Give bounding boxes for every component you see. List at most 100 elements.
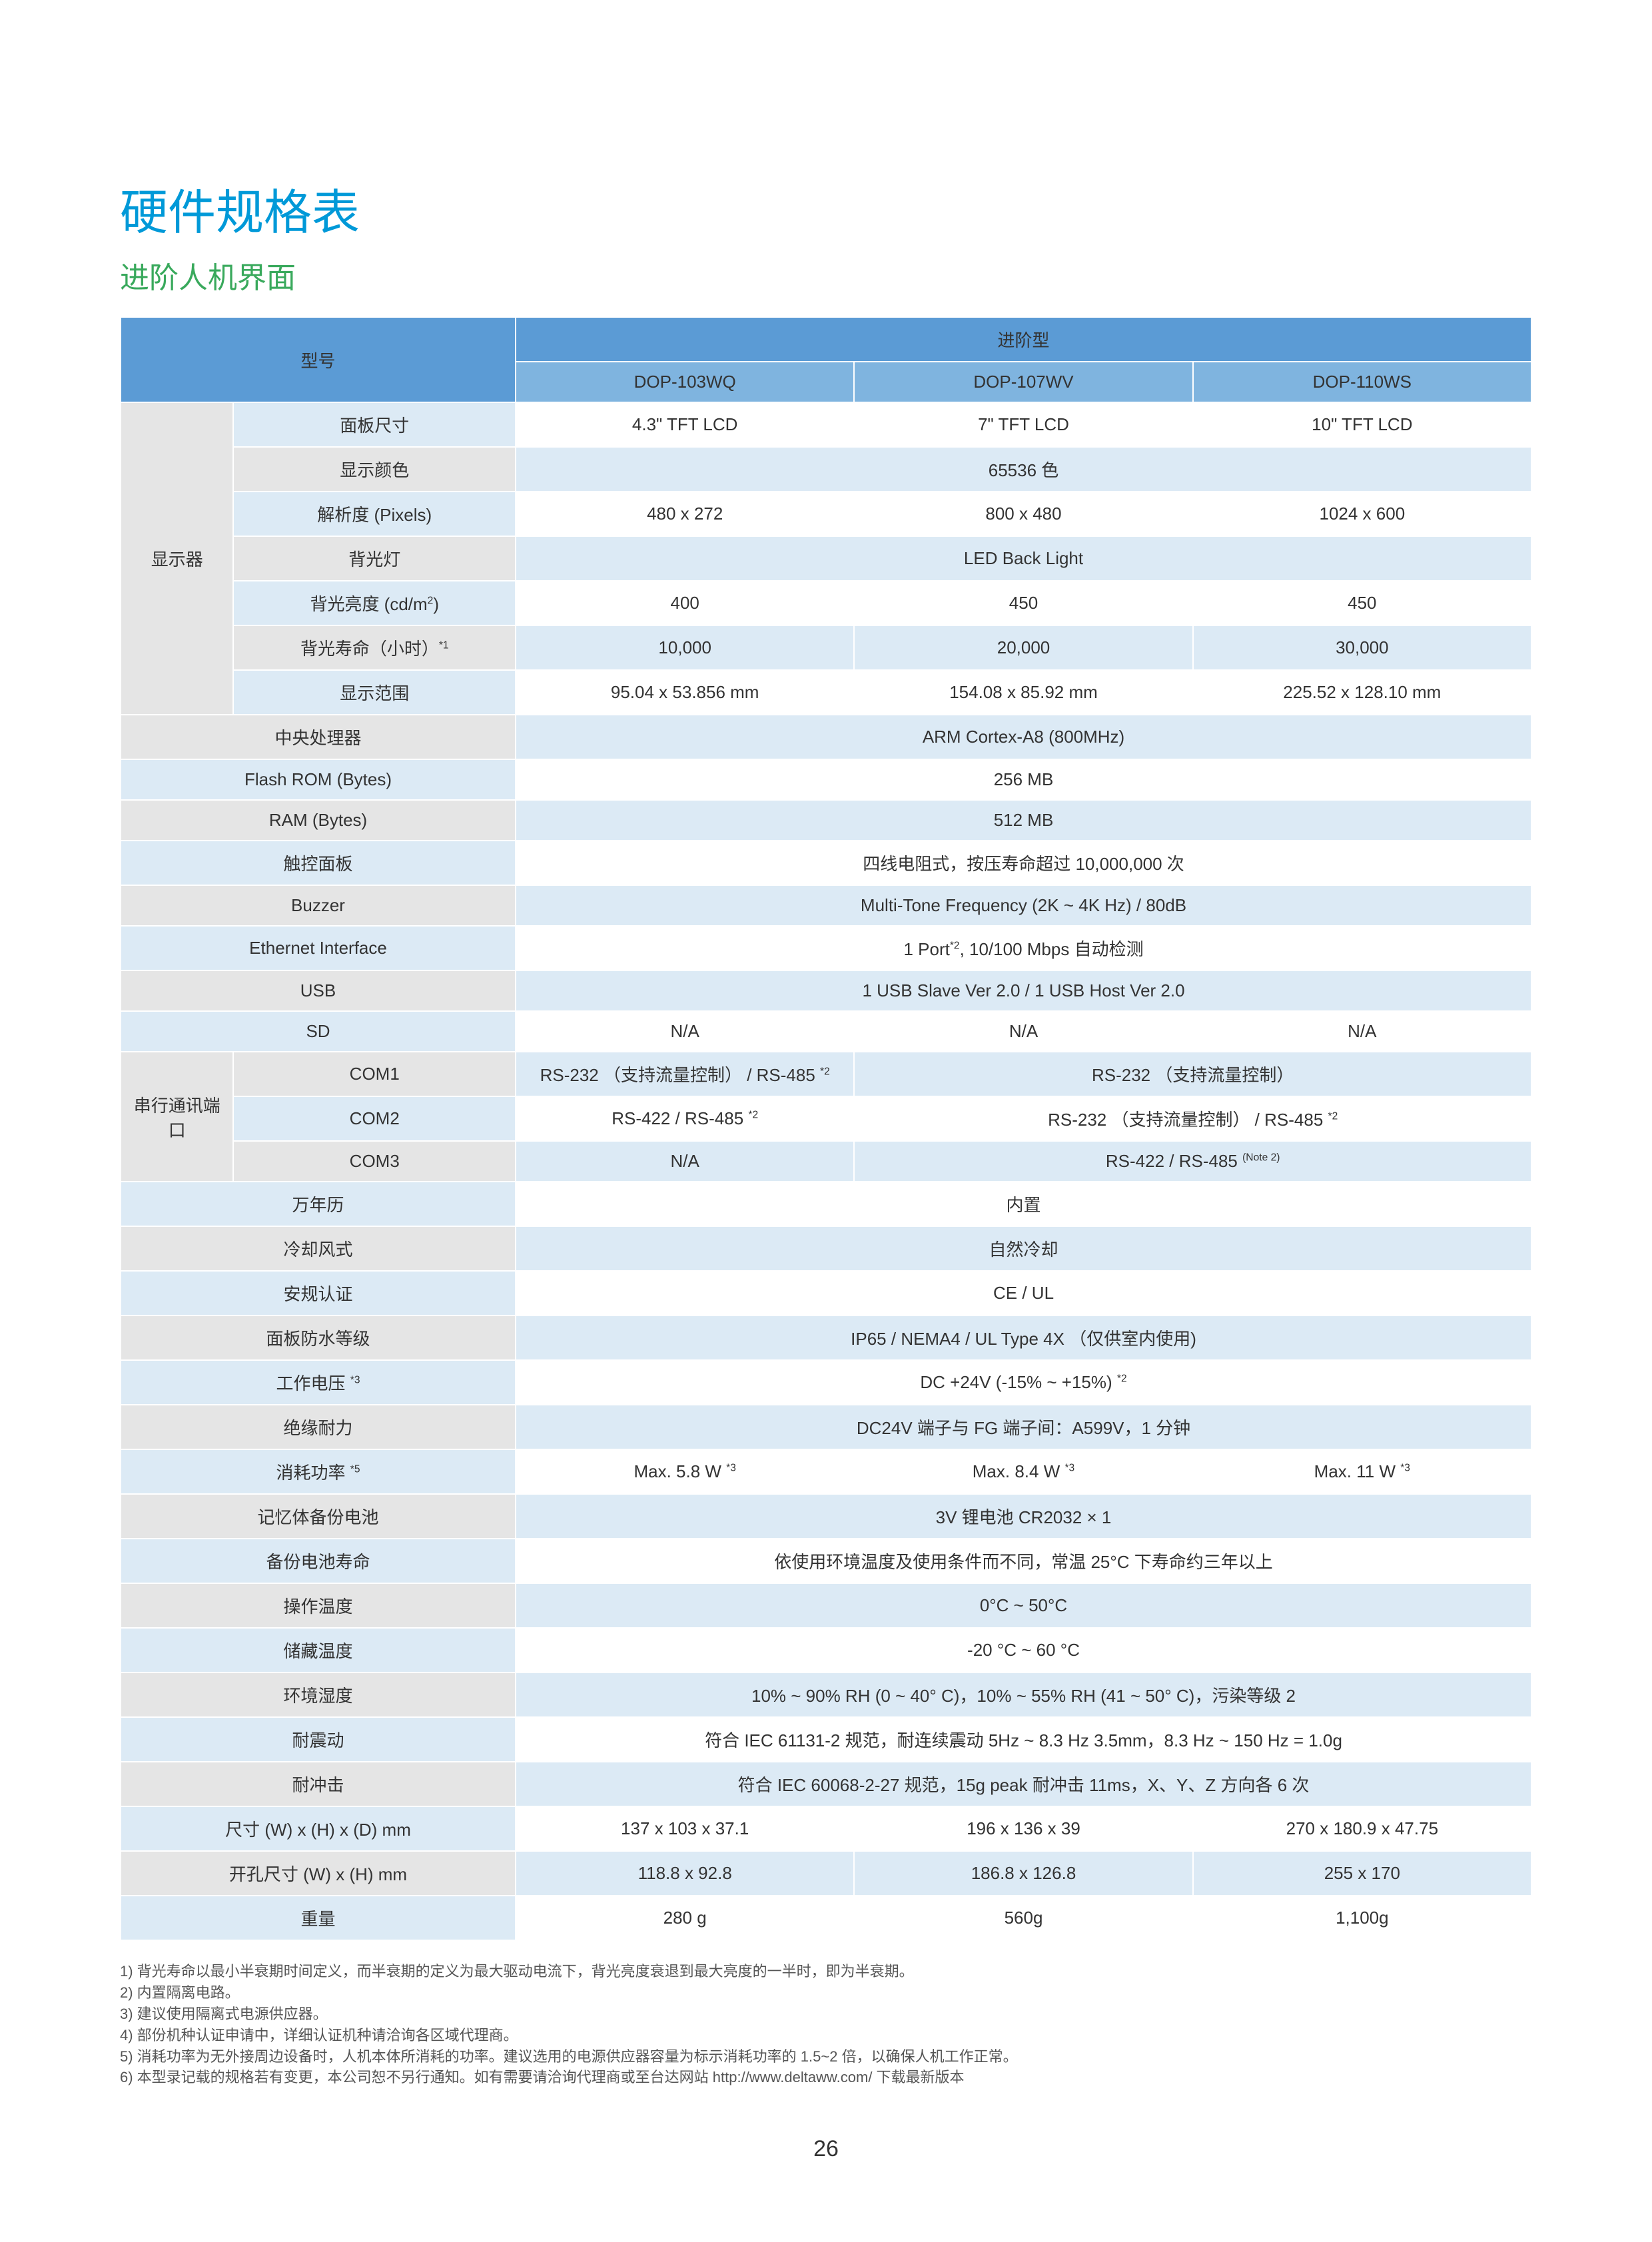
row-cert: 安规认证CE / UL bbox=[121, 1271, 1531, 1315]
footnote-4: 4) 部份机种认证申请中，详细认证机种请洽询各区域代理商。 bbox=[120, 2025, 1532, 2046]
label-cutout: 开孔尺寸 (W) x (H) mm bbox=[121, 1851, 516, 1896]
label-backlight: 背光灯 bbox=[233, 536, 516, 581]
hdr-model-1: DOP-107WV bbox=[854, 362, 1192, 402]
row-dim: 尺寸 (W) x (H) x (D) mm137 x 103 x 37.1196… bbox=[121, 1806, 1531, 1851]
label-batt_life: 备份电池寿命 bbox=[121, 1539, 516, 1583]
row-backlight: 背光灯LED Back Light bbox=[121, 536, 1531, 581]
label-brightness: 背光亮度 (cd/m2) bbox=[233, 581, 516, 625]
val-sd-0: N/A bbox=[516, 1011, 854, 1052]
val-touch: 四线电阻式，按压寿命超过 10,000,000 次 bbox=[516, 841, 1531, 885]
val-humidity: 10% ~ 90% RH (0 ~ 40° C)，10% ~ 55% RH (4… bbox=[516, 1673, 1531, 1717]
label-power: 消耗功率 *5 bbox=[121, 1449, 516, 1494]
row-com3: COM3N/ARS-422 / RS-485 (Note 2) bbox=[121, 1141, 1531, 1182]
label-volt: 工作电压 *3 bbox=[121, 1360, 516, 1405]
val-brightness-1: 450 bbox=[854, 581, 1192, 625]
val-com1-12: RS-232 （支持流量控制） bbox=[854, 1052, 1531, 1096]
row-usb: USB1 USB Slave Ver 2.0 / 1 USB Host Ver … bbox=[121, 970, 1531, 1011]
val-dim-0: 137 x 103 x 37.1 bbox=[516, 1806, 854, 1851]
row-sd: SDN/AN/AN/A bbox=[121, 1011, 1531, 1052]
val-ip: IP65 / NEMA4 / UL Type 4X （仅供室内使用) bbox=[516, 1315, 1531, 1360]
val-power-0: Max. 5.8 W *3 bbox=[516, 1449, 854, 1494]
row-com1: 串行通讯端口COM1RS-232 （支持流量控制） / RS-485 *2RS-… bbox=[121, 1052, 1531, 1096]
row-op_temp: 操作温度0°C ~ 50°C bbox=[121, 1583, 1531, 1628]
row-batt: 记忆体备份电池3V 锂电池 CR2032 × 1 bbox=[121, 1494, 1531, 1539]
label-cool: 冷却风式 bbox=[121, 1226, 516, 1271]
val-com2-0: RS-422 / RS-485 *2 bbox=[516, 1096, 854, 1141]
val-panel_size-0: 4.3" TFT LCD bbox=[516, 402, 854, 447]
val-sd-1: N/A bbox=[854, 1011, 1192, 1052]
val-rtc: 内置 bbox=[516, 1182, 1531, 1226]
val-bl_life-1: 20,000 bbox=[854, 625, 1192, 670]
val-backlight: LED Back Light bbox=[516, 536, 1531, 581]
val-disp_area-0: 95.04 x 53.856 mm bbox=[516, 670, 854, 715]
row-insul: 绝缘耐力DC24V 端子与 FG 端子间：A599V，1 分钟 bbox=[121, 1405, 1531, 1449]
val-res-1: 800 x 480 bbox=[854, 492, 1192, 536]
label-colors: 显示颜色 bbox=[233, 447, 516, 492]
val-bl_life-2: 30,000 bbox=[1193, 625, 1531, 670]
label-bl_life: 背光寿命（小时）*1 bbox=[233, 625, 516, 670]
row-ip: 面板防水等级IP65 / NEMA4 / UL Type 4X （仅供室内使用) bbox=[121, 1315, 1531, 1360]
row-cutout: 开孔尺寸 (W) x (H) mm118.8 x 92.8186.8 x 126… bbox=[121, 1851, 1531, 1896]
row-flash: Flash ROM (Bytes)256 MB bbox=[121, 759, 1531, 800]
val-disp_area-2: 225.52 x 128.10 mm bbox=[1193, 670, 1531, 715]
hdr-series-label: 进阶型 bbox=[516, 317, 1531, 362]
val-res-0: 480 x 272 bbox=[516, 492, 854, 536]
label-sd: SD bbox=[121, 1011, 516, 1052]
label-ip: 面板防水等级 bbox=[121, 1315, 516, 1360]
row-vib: 耐震动符合 IEC 61131-2 规范，耐连续震动 5Hz ~ 8.3 Hz … bbox=[121, 1717, 1531, 1762]
row-stor_temp: 储藏温度-20 °C ~ 60 °C bbox=[121, 1628, 1531, 1673]
label-op_temp: 操作温度 bbox=[121, 1583, 516, 1628]
footnote-5: 5) 消耗功率为无外接周边设备时，人机本体所消耗的功率。建议选用的电源供应器容量… bbox=[120, 2046, 1532, 2067]
label-weight: 重量 bbox=[121, 1896, 516, 1940]
row-rtc: 万年历内置 bbox=[121, 1182, 1531, 1226]
label-rtc: 万年历 bbox=[121, 1182, 516, 1226]
val-bl_life-0: 10,000 bbox=[516, 625, 854, 670]
label-vib: 耐震动 bbox=[121, 1717, 516, 1762]
val-power-1: Max. 8.4 W *3 bbox=[854, 1449, 1192, 1494]
footnotes: 1) 背光寿命以最小半衰期时间定义，而半衰期的定义为最大驱动电流下，背光亮度衰退… bbox=[120, 1961, 1532, 2088]
val-sd-2: N/A bbox=[1193, 1011, 1531, 1052]
row-eth: Ethernet Interface1 Port*2, 10/100 Mbps … bbox=[121, 926, 1531, 970]
group-serial: 串行通讯端口 bbox=[121, 1052, 233, 1182]
label-insul: 绝缘耐力 bbox=[121, 1405, 516, 1449]
row-volt: 工作电压 *3DC +24V (-15% ~ +15%) *2 bbox=[121, 1360, 1531, 1405]
label-cpu: 中央处理器 bbox=[121, 715, 516, 759]
val-weight-2: 1,100g bbox=[1193, 1896, 1531, 1940]
footnote-6: 6) 本型录记载的规格若有变更，本公司恕不另行通知。如有需要请洽询代理商或至台达… bbox=[120, 2067, 1532, 2088]
footnote-3: 3) 建议使用隔离式电源供应器。 bbox=[120, 2004, 1532, 2025]
page-title-sub: 进阶人机界面 bbox=[120, 254, 1532, 296]
hdr-model-0: DOP-103WQ bbox=[516, 362, 854, 402]
val-com3-12: RS-422 / RS-485 (Note 2) bbox=[854, 1141, 1531, 1182]
label-com1: COM1 bbox=[233, 1052, 516, 1096]
val-brightness-2: 450 bbox=[1193, 581, 1531, 625]
footnote-2: 2) 内置隔离电路。 bbox=[120, 1982, 1532, 2004]
hdr-model-2: DOP-110WS bbox=[1193, 362, 1531, 402]
val-cert: CE / UL bbox=[516, 1271, 1531, 1315]
label-cert: 安规认证 bbox=[121, 1271, 516, 1315]
label-touch: 触控面板 bbox=[121, 841, 516, 885]
val-batt: 3V 锂电池 CR2032 × 1 bbox=[516, 1494, 1531, 1539]
val-com2-12: RS-232 （支持流量控制） / RS-485 *2 bbox=[854, 1096, 1531, 1141]
val-dim-2: 270 x 180.9 x 47.75 bbox=[1193, 1806, 1531, 1851]
row-humidity: 环境湿度10% ~ 90% RH (0 ~ 40° C)，10% ~ 55% R… bbox=[121, 1673, 1531, 1717]
val-disp_area-1: 154.08 x 85.92 mm bbox=[854, 670, 1192, 715]
row-buzzer: BuzzerMulti-Tone Frequency (2K ~ 4K Hz) … bbox=[121, 885, 1531, 926]
label-buzzer: Buzzer bbox=[121, 885, 516, 926]
page-title-main: 硬件规格表 bbox=[120, 173, 1532, 243]
val-com1-0: RS-232 （支持流量控制） / RS-485 *2 bbox=[516, 1052, 854, 1096]
val-cutout-1: 186.8 x 126.8 bbox=[854, 1851, 1192, 1896]
val-flash: 256 MB bbox=[516, 759, 1531, 800]
val-panel_size-1: 7" TFT LCD bbox=[854, 402, 1192, 447]
row-cpu: 中央处理器ARM Cortex-A8 (800MHz) bbox=[121, 715, 1531, 759]
val-insul: DC24V 端子与 FG 端子间：A599V，1 分钟 bbox=[516, 1405, 1531, 1449]
label-usb: USB bbox=[121, 970, 516, 1011]
val-shock: 符合 IEC 60068-2-27 规范，15g peak 耐冲击 11ms，X… bbox=[516, 1762, 1531, 1806]
val-cool: 自然冷却 bbox=[516, 1226, 1531, 1271]
row-bl_life: 背光寿命（小时）*110,00020,00030,000 bbox=[121, 625, 1531, 670]
label-res: 解析度 (Pixels) bbox=[233, 492, 516, 536]
val-usb: 1 USB Slave Ver 2.0 / 1 USB Host Ver 2.0 bbox=[516, 970, 1531, 1011]
label-panel_size: 面板尺寸 bbox=[233, 402, 516, 447]
val-colors: 65536 色 bbox=[516, 447, 1531, 492]
val-com3-0: N/A bbox=[516, 1141, 854, 1182]
val-stor_temp: -20 °C ~ 60 °C bbox=[516, 1628, 1531, 1673]
